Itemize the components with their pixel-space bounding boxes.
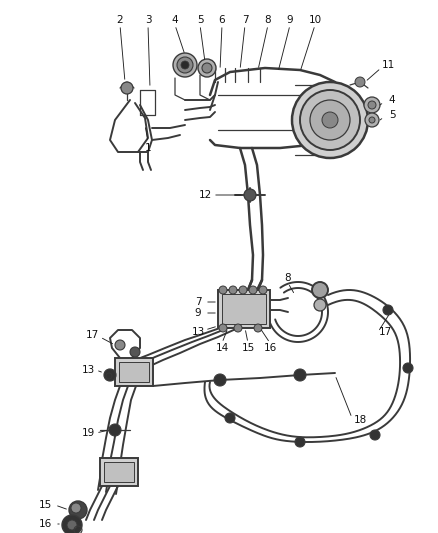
Circle shape — [177, 57, 193, 73]
Circle shape — [314, 299, 326, 311]
Bar — [119, 362, 149, 382]
Text: 8: 8 — [285, 273, 291, 283]
Text: 5: 5 — [197, 15, 203, 25]
Text: 11: 11 — [381, 60, 395, 70]
Circle shape — [121, 82, 133, 94]
Text: 13: 13 — [191, 327, 205, 337]
Bar — [115, 358, 153, 386]
Text: 3: 3 — [145, 15, 151, 25]
Circle shape — [244, 189, 256, 201]
Text: 17: 17 — [85, 330, 99, 340]
Text: 7: 7 — [242, 15, 248, 25]
Circle shape — [355, 77, 365, 87]
Circle shape — [300, 90, 360, 150]
Circle shape — [370, 430, 380, 440]
Circle shape — [234, 324, 242, 332]
Text: 17: 17 — [378, 327, 392, 337]
Text: 15: 15 — [241, 343, 254, 353]
Text: 9: 9 — [194, 308, 201, 318]
Text: 4: 4 — [172, 15, 178, 25]
Circle shape — [403, 363, 413, 373]
Circle shape — [104, 369, 116, 381]
Circle shape — [173, 53, 197, 77]
Circle shape — [259, 286, 267, 294]
Circle shape — [322, 112, 338, 128]
Circle shape — [198, 59, 216, 77]
Text: 6: 6 — [219, 15, 225, 25]
Text: 10: 10 — [308, 15, 321, 25]
Circle shape — [109, 424, 121, 436]
Circle shape — [225, 413, 235, 423]
Text: 4: 4 — [389, 95, 396, 105]
Text: 14: 14 — [215, 343, 229, 353]
Text: 18: 18 — [353, 415, 367, 425]
Bar — [218, 290, 270, 328]
Bar — [104, 462, 134, 482]
Circle shape — [115, 340, 125, 350]
Circle shape — [219, 286, 227, 294]
Circle shape — [219, 324, 227, 332]
Text: 2: 2 — [117, 15, 124, 25]
Text: 8: 8 — [265, 15, 271, 25]
Circle shape — [214, 374, 226, 386]
Text: 15: 15 — [39, 500, 52, 510]
Text: 1: 1 — [145, 143, 151, 153]
Circle shape — [294, 369, 306, 381]
Circle shape — [365, 113, 379, 127]
Circle shape — [181, 61, 189, 69]
Text: 16: 16 — [263, 343, 277, 353]
Text: 19: 19 — [81, 428, 95, 438]
Text: 13: 13 — [81, 365, 95, 375]
Circle shape — [229, 286, 237, 294]
Circle shape — [369, 117, 375, 123]
Text: 5: 5 — [389, 110, 396, 120]
Circle shape — [239, 286, 247, 294]
Circle shape — [312, 282, 328, 298]
Circle shape — [249, 286, 257, 294]
Circle shape — [69, 501, 87, 519]
Circle shape — [368, 101, 376, 109]
Circle shape — [310, 100, 350, 140]
Text: 9: 9 — [287, 15, 293, 25]
Bar — [222, 294, 266, 324]
Circle shape — [130, 347, 140, 357]
Text: 7: 7 — [194, 297, 201, 307]
Circle shape — [254, 324, 262, 332]
Text: 12: 12 — [198, 190, 212, 200]
Circle shape — [364, 97, 380, 113]
Circle shape — [62, 515, 82, 533]
Text: 16: 16 — [39, 519, 52, 529]
Bar — [100, 458, 138, 486]
Circle shape — [383, 305, 393, 315]
Circle shape — [67, 520, 77, 530]
Circle shape — [295, 437, 305, 447]
Circle shape — [292, 82, 368, 158]
Circle shape — [202, 63, 212, 73]
Circle shape — [71, 503, 81, 513]
